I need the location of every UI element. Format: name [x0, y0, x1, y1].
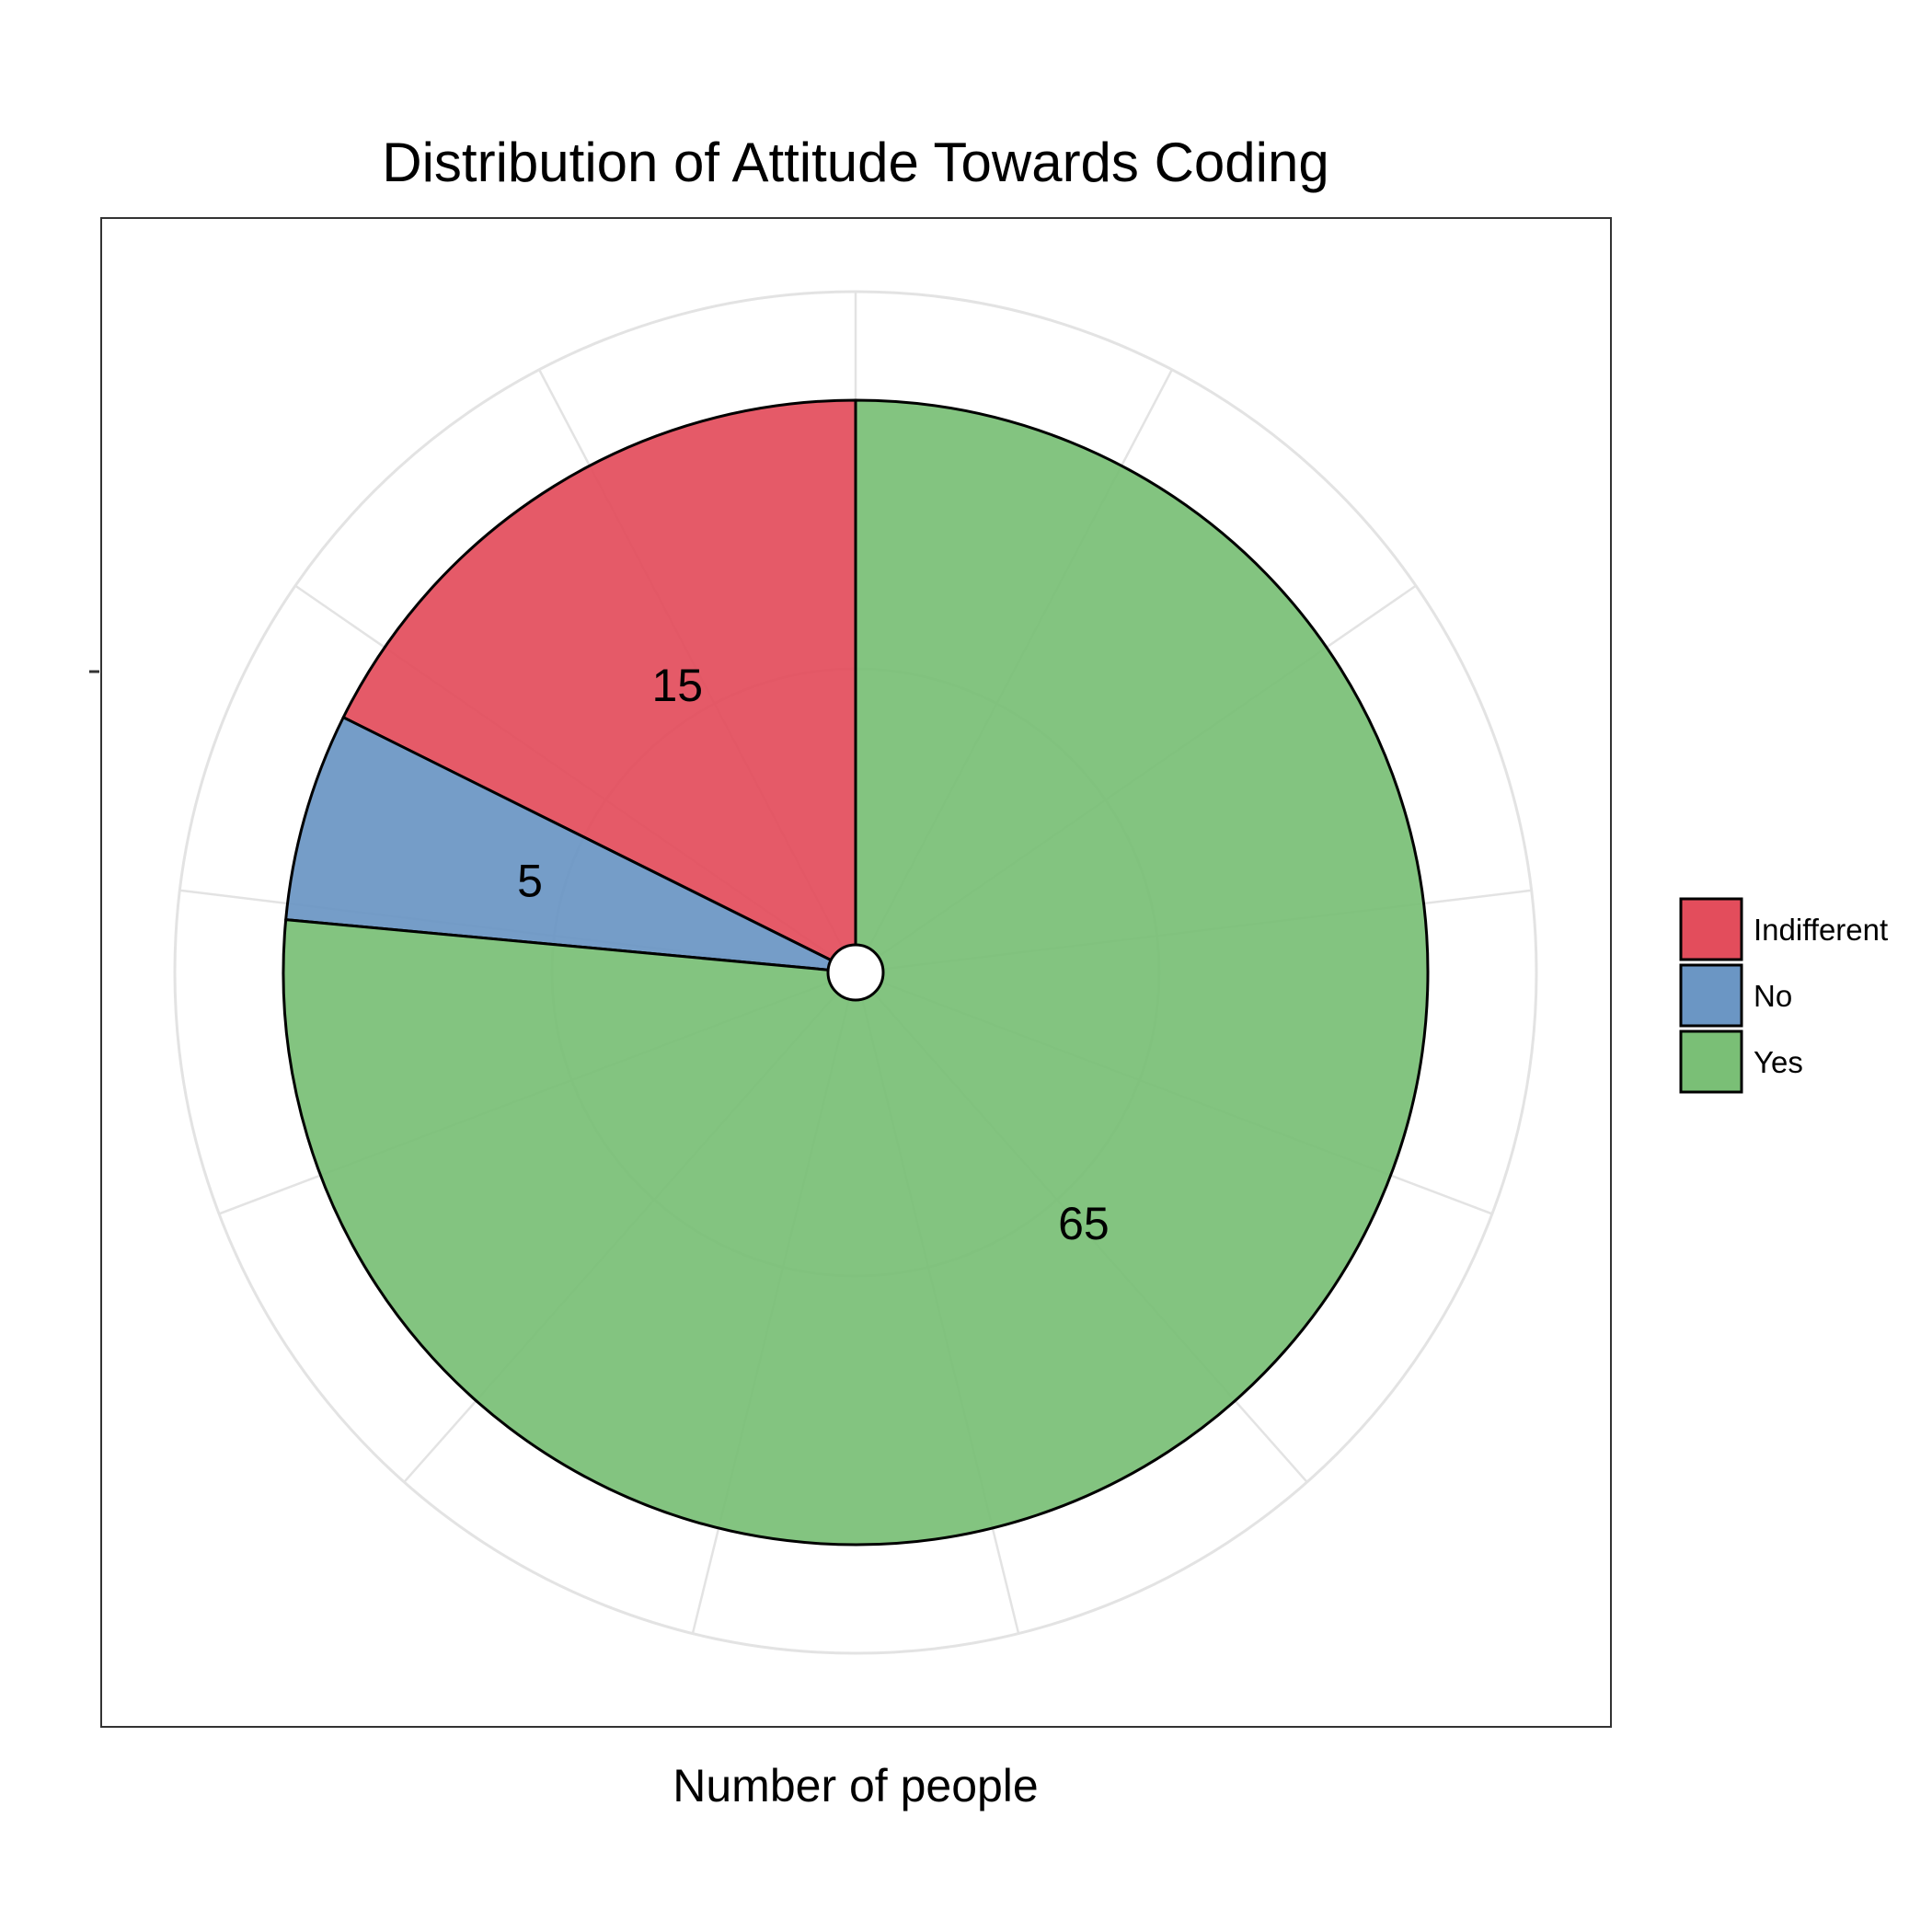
data-label-indifferent: 15 [651, 660, 703, 711]
legend-label-indifferent: Indifferent [1754, 913, 1888, 947]
legend-key-indifferent [1679, 897, 1743, 961]
legend-label-yes: Yes [1754, 1045, 1803, 1079]
data-labels: 15 5 65 [517, 660, 1110, 1249]
plot-panel-border [100, 217, 1612, 1728]
pie-center-hole [826, 943, 885, 1002]
data-label-yes: 65 [1058, 1198, 1110, 1249]
pie-slice-indifferent [341, 398, 857, 974]
data-label-no: 5 [517, 855, 543, 906]
legend-key-yes [1679, 1029, 1743, 1094]
pie-slice-no [284, 716, 857, 974]
legend: Indifferent No Yes [1679, 897, 1888, 1094]
legend-key-no [1679, 963, 1743, 1028]
chart-title: Distribution of Attitude Towards Coding [382, 132, 1328, 193]
legend-label-no: No [1754, 979, 1792, 1013]
x-axis-label: Number of people [673, 1760, 1038, 1811]
